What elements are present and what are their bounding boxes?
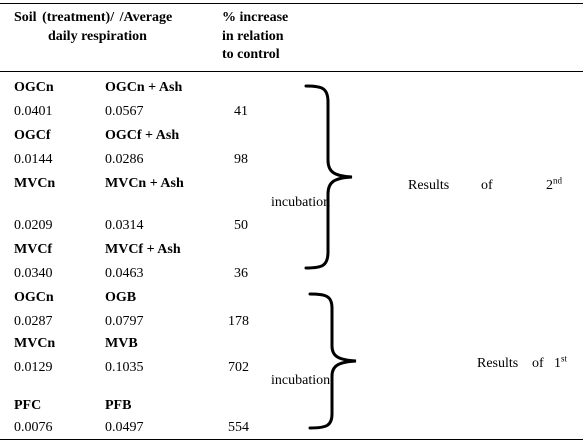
group2-results-label: Results — [408, 178, 450, 193]
right-brace-group2-icon — [304, 84, 353, 270]
row-control-label: MVCn — [14, 336, 56, 351]
header-rule — [0, 71, 583, 72]
group1-results-label: Results — [477, 356, 519, 371]
row-ash-label: OGB — [105, 290, 137, 305]
row-control-value: 0.0287 — [14, 314, 53, 329]
row-ash-label: MVCf + Ash — [105, 242, 181, 257]
row-increase: 702 — [228, 360, 249, 375]
right-brace-group1-icon — [308, 292, 357, 430]
group2-ordinal-suffix: nd — [553, 175, 562, 186]
row-ash-value: 0.0497 — [105, 420, 144, 435]
table-top-rule — [0, 3, 583, 4]
group2-incubation-label: incubation — [271, 195, 331, 210]
group2-ordinal-number: 2 — [546, 178, 553, 193]
row-ash-label: OGCn + Ash — [105, 80, 183, 95]
row-control-value: 0.0076 — [14, 420, 53, 435]
row-increase: 554 — [228, 420, 249, 435]
header-col3-line1: % increase — [222, 10, 289, 25]
row-control-label: MVCn — [14, 176, 56, 191]
row-control-label: MVCf — [14, 242, 53, 257]
row-ash-label: PFB — [105, 398, 132, 413]
row-control-label: OGCn — [14, 80, 54, 95]
row-control-label: OGCf — [14, 128, 51, 143]
row-control-label: PFC — [14, 398, 42, 413]
group2-of-label: of — [481, 178, 493, 193]
header-col1-line2: daily respiration — [48, 29, 147, 44]
row-ash-label: OGCf + Ash — [105, 128, 180, 143]
row-ash-label: MVCn + Ash — [105, 176, 184, 191]
row-control-label: OGCn — [14, 290, 54, 305]
row-control-value: 0.0340 — [14, 266, 53, 281]
row-increase: 41 — [234, 104, 248, 119]
row-ash-value: 0.0463 — [105, 266, 144, 281]
row-increase: 36 — [234, 266, 248, 281]
header-col3-line2: in relation — [222, 29, 284, 44]
row-control-value: 0.0144 — [14, 152, 53, 167]
header-col1-line1: Soil (treatment)/ /Average — [14, 10, 173, 25]
group2-ordinal: 2nd — [546, 175, 562, 194]
row-control-value: 0.0209 — [14, 218, 53, 233]
group1-incubation-label: incubation — [271, 373, 331, 388]
row-ash-value: 0.0286 — [105, 152, 144, 167]
row-ash-value: 0.0797 — [105, 314, 144, 329]
table-bottom-rule — [0, 439, 583, 440]
row-increase: 50 — [234, 218, 248, 233]
group1-ordinal-suffix: st — [561, 353, 568, 364]
header-col3-line3: to control — [222, 47, 280, 62]
row-ash-value: 0.1035 — [105, 360, 144, 375]
row-increase: 98 — [234, 152, 248, 167]
row-increase: 178 — [228, 314, 249, 329]
row-control-value: 0.0401 — [14, 104, 53, 119]
group1-ordinal: 1st — [554, 353, 568, 372]
row-control-value: 0.0129 — [14, 360, 53, 375]
group1-ordinal-number: 1 — [554, 356, 561, 371]
row-ash-value: 0.0314 — [105, 218, 144, 233]
row-ash-label: MVB — [105, 336, 138, 351]
row-ash-value: 0.0567 — [105, 104, 144, 119]
group1-of-label: of — [532, 356, 544, 371]
